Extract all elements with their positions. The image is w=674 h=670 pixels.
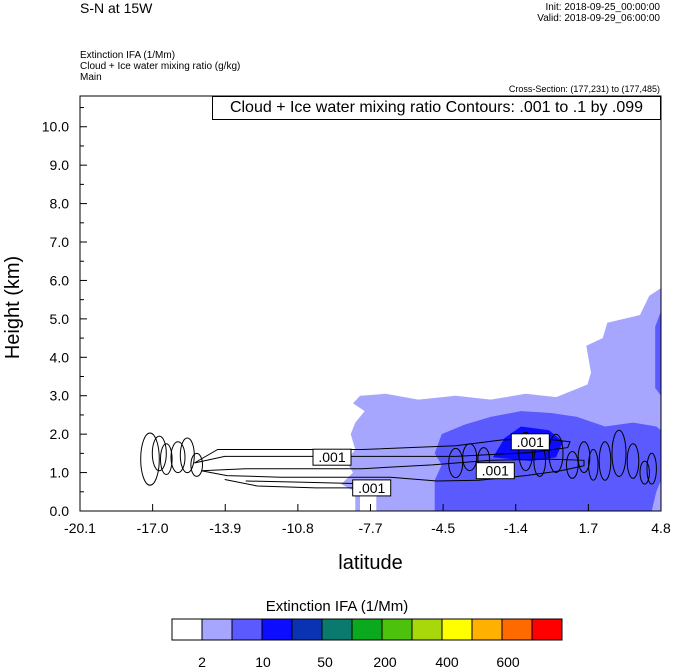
colorbar-swatch xyxy=(471,618,503,641)
contour-cell xyxy=(566,451,579,479)
chart-title: S-N at 15W xyxy=(80,0,153,16)
contour-cell xyxy=(577,441,591,474)
y-tick-label: 7.0 xyxy=(50,234,70,250)
init-time: Init: 2018-09-25_00:00:00 xyxy=(545,2,660,13)
colorbar-label: 400 xyxy=(435,654,459,670)
y-tick-label: 0.0 xyxy=(50,503,70,519)
contour-label-box xyxy=(352,479,392,497)
y-tick-label: 9.0 xyxy=(50,157,70,173)
y-tick-label: 4.0 xyxy=(50,349,70,365)
extinction-region-upper xyxy=(483,322,661,427)
contour-cell xyxy=(588,449,599,481)
contour-line xyxy=(194,438,571,464)
contour-info-box: Cloud + Ice water mixing ratio Contours:… xyxy=(212,96,661,120)
contour-cell xyxy=(190,452,203,477)
colorbar-swatch xyxy=(441,618,473,641)
shading-layer xyxy=(341,288,661,511)
contour-cell xyxy=(448,447,464,479)
contour-cell xyxy=(179,437,195,474)
field-domain-label: Main xyxy=(80,72,102,83)
x-tick-label: -1.4 xyxy=(504,520,528,536)
colorbar-swatch xyxy=(261,618,293,641)
extinction-region-edge xyxy=(655,311,661,396)
field-mixing-ratio-label: Cloud + Ice water mixing ratio (g/kg) xyxy=(80,61,241,72)
y-tick-label: 1.0 xyxy=(50,465,70,481)
contour-lines xyxy=(140,429,657,489)
y-tick-label: 3.0 xyxy=(50,388,70,404)
cross-section-label: Cross-Section: (177,231) to (177,485) xyxy=(508,84,660,94)
x-tick-label: 1.7 xyxy=(579,520,599,536)
colorbar-label: 600 xyxy=(496,654,520,670)
x-tick-label: -4.5 xyxy=(431,520,455,536)
y-tick-label: 6.0 xyxy=(50,272,70,288)
x-tick-label: -10.8 xyxy=(282,520,314,536)
colorbar-label: 200 xyxy=(373,654,397,670)
x-tick-label: -20.1 xyxy=(64,520,96,536)
x-tick-label: -17.0 xyxy=(137,520,169,536)
contour-label-box xyxy=(510,433,550,451)
contour-cell xyxy=(462,443,478,472)
colorbar-label: 2 xyxy=(198,654,206,670)
colorbar-label: 50 xyxy=(317,654,333,670)
contour-label: .001 xyxy=(475,462,515,480)
x-tick-label: 4.8 xyxy=(651,520,671,536)
valid-time: Valid: 2018-09-29_06:00:00 xyxy=(537,13,660,24)
contour-cell xyxy=(626,443,640,479)
colorbar-swatch xyxy=(291,618,323,641)
contour-label: .001 xyxy=(510,433,550,451)
contour-cell xyxy=(160,443,173,476)
colorbar-swatch xyxy=(231,618,263,641)
y-axis-label: Height (km) xyxy=(2,256,24,359)
contour-label-text: .001 xyxy=(482,463,509,479)
contour-info-text: Cloud + Ice water mixing ratio Contours:… xyxy=(229,99,644,116)
x-tick-label: -7.7 xyxy=(358,520,382,536)
colorbar-label: 10 xyxy=(255,654,271,670)
colorbar-swatch xyxy=(351,618,383,641)
contour-cell xyxy=(646,452,657,485)
colorbar-swatch xyxy=(201,618,233,641)
contour-label-text: .001 xyxy=(318,449,345,465)
contour-label: .001 xyxy=(312,448,352,466)
y-tick-label: 5.0 xyxy=(50,311,70,327)
contour-cell xyxy=(548,433,564,474)
contour-label: .001 xyxy=(352,479,392,497)
colorbar-title: Extinction IFA (1/Mm) xyxy=(265,598,409,615)
contour-cell xyxy=(518,431,534,472)
contour-cell xyxy=(170,441,186,474)
y-tick-label: 8.0 xyxy=(50,196,70,212)
contour-label-box xyxy=(475,462,515,480)
x-axis-label: latitude xyxy=(338,552,403,574)
contour-label-box xyxy=(312,448,352,466)
colorbar-swatch xyxy=(501,618,533,641)
contour-cell xyxy=(140,432,160,486)
contour-cell xyxy=(598,441,612,481)
x-tick-label: -13.9 xyxy=(209,520,241,536)
extinction-gap xyxy=(360,495,377,511)
contour-label-text: .001 xyxy=(517,434,544,450)
colorbar-swatch xyxy=(411,618,443,641)
contour-line xyxy=(201,458,585,482)
colorbar-swatch xyxy=(321,618,353,641)
colorbar-swatch xyxy=(171,618,203,641)
extinction-region-medium xyxy=(434,411,661,511)
contour-cell xyxy=(151,435,167,472)
y-tick-label: 10.0 xyxy=(42,119,69,135)
contour-cell xyxy=(611,429,627,477)
colorbar-swatch xyxy=(381,618,413,641)
colorbar-swatch xyxy=(531,618,563,641)
contour-cell xyxy=(639,460,650,485)
y-tick-label: 2.0 xyxy=(50,426,70,442)
contour-label-text: .001 xyxy=(358,480,385,496)
field-extinction-label: Extinction IFA (1/Mm) xyxy=(80,50,176,61)
